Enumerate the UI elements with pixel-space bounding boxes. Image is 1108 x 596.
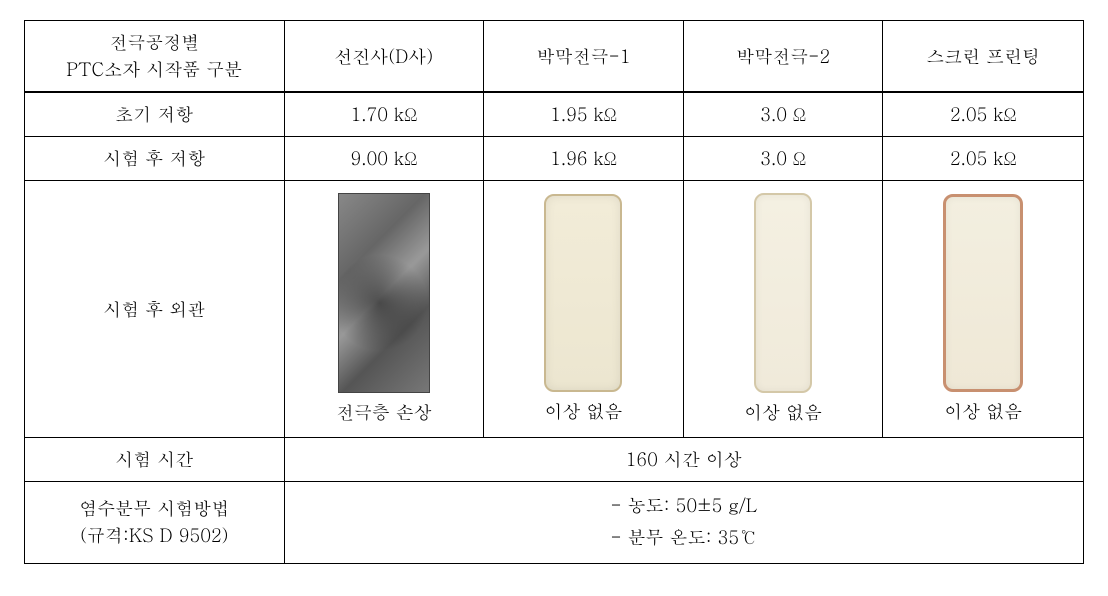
comparison-table: 전극공정별 PTC소자 시작품 구분 선진사(D사) 박막전극-1 박막전극-2… xyxy=(24,20,1084,564)
header-col2: 박막전극-1 xyxy=(484,21,684,91)
after-resistance-label: 시험 후 저항 xyxy=(25,137,285,180)
after-resistance-v2: 1.96 kΩ xyxy=(484,137,684,180)
initial-resistance-label: 초기 저항 xyxy=(25,93,285,136)
appearance-cell-2: 이상 없음 xyxy=(484,181,684,437)
method-label-line1: 염수분무 시험방법 xyxy=(79,495,229,522)
method-value-cell: - 농도: 50±5 g/L - 분무 온도: 35℃ xyxy=(285,482,1083,563)
table-header-row: 전극공정별 PTC소자 시작품 구분 선진사(D사) 박막전극-1 박막전극-2… xyxy=(25,21,1083,93)
method-value-line2: - 분무 온도: 35℃ xyxy=(610,522,757,554)
after-resistance-v1: 9.00 kΩ xyxy=(285,137,485,180)
sample-photo-3-icon xyxy=(754,193,812,393)
appearance-caption-3: 이상 없음 xyxy=(744,399,822,426)
header-label-line2: PTC소자 시작품 구분 xyxy=(66,56,242,83)
method-label-cell: 염수분무 시험방법 (규격:KS D 9502) xyxy=(25,482,285,563)
header-label-line1: 전극공정별 xyxy=(109,29,199,56)
after-resistance-v4: 2.05 kΩ xyxy=(883,137,1083,180)
method-value-line1: - 농도: 50±5 g/L xyxy=(610,490,757,522)
row-after-resistance: 시험 후 저항 9.00 kΩ 1.96 kΩ 3.0 Ω 2.05 kΩ xyxy=(25,137,1083,181)
row-initial-resistance: 초기 저항 1.70 kΩ 1.95 kΩ 3.0 Ω 2.05 kΩ xyxy=(25,93,1083,137)
header-label-cell: 전극공정별 PTC소자 시작품 구분 xyxy=(25,21,285,91)
row-appearance: 시험 후 외관 전극층 손상 이상 없음 이상 없음 이상 없음 xyxy=(25,181,1083,438)
after-resistance-v3: 3.0 Ω xyxy=(684,137,884,180)
header-col3: 박막전극-2 xyxy=(684,21,884,91)
row-method: 염수분무 시험방법 (규격:KS D 9502) - 농도: 50±5 g/L … xyxy=(25,482,1083,563)
initial-resistance-v4: 2.05 kΩ xyxy=(883,93,1083,136)
method-label-line2: (규격:KS D 9502) xyxy=(80,522,228,549)
duration-label: 시험 시간 xyxy=(25,438,285,481)
initial-resistance-v1: 1.70 kΩ xyxy=(285,93,485,136)
sample-photo-2-icon xyxy=(544,194,622,392)
sample-photo-4-icon xyxy=(943,194,1023,392)
sample-photo-1-icon xyxy=(338,193,430,393)
appearance-cell-1: 전극층 손상 xyxy=(285,181,485,437)
appearance-caption-1: 전극층 손상 xyxy=(336,399,432,426)
appearance-label: 시험 후 외관 xyxy=(25,181,285,437)
duration-value: 160 시간 이상 xyxy=(285,438,1083,481)
header-col1: 선진사(D사) xyxy=(285,21,485,91)
appearance-cell-3: 이상 없음 xyxy=(684,181,884,437)
header-col4: 스크린 프린팅 xyxy=(883,21,1083,91)
appearance-caption-4: 이상 없음 xyxy=(944,398,1022,425)
appearance-caption-2: 이상 없음 xyxy=(544,398,622,425)
row-duration: 시험 시간 160 시간 이상 xyxy=(25,438,1083,482)
initial-resistance-v3: 3.0 Ω xyxy=(684,93,884,136)
appearance-cell-4: 이상 없음 xyxy=(883,181,1083,437)
initial-resistance-v2: 1.95 kΩ xyxy=(484,93,684,136)
